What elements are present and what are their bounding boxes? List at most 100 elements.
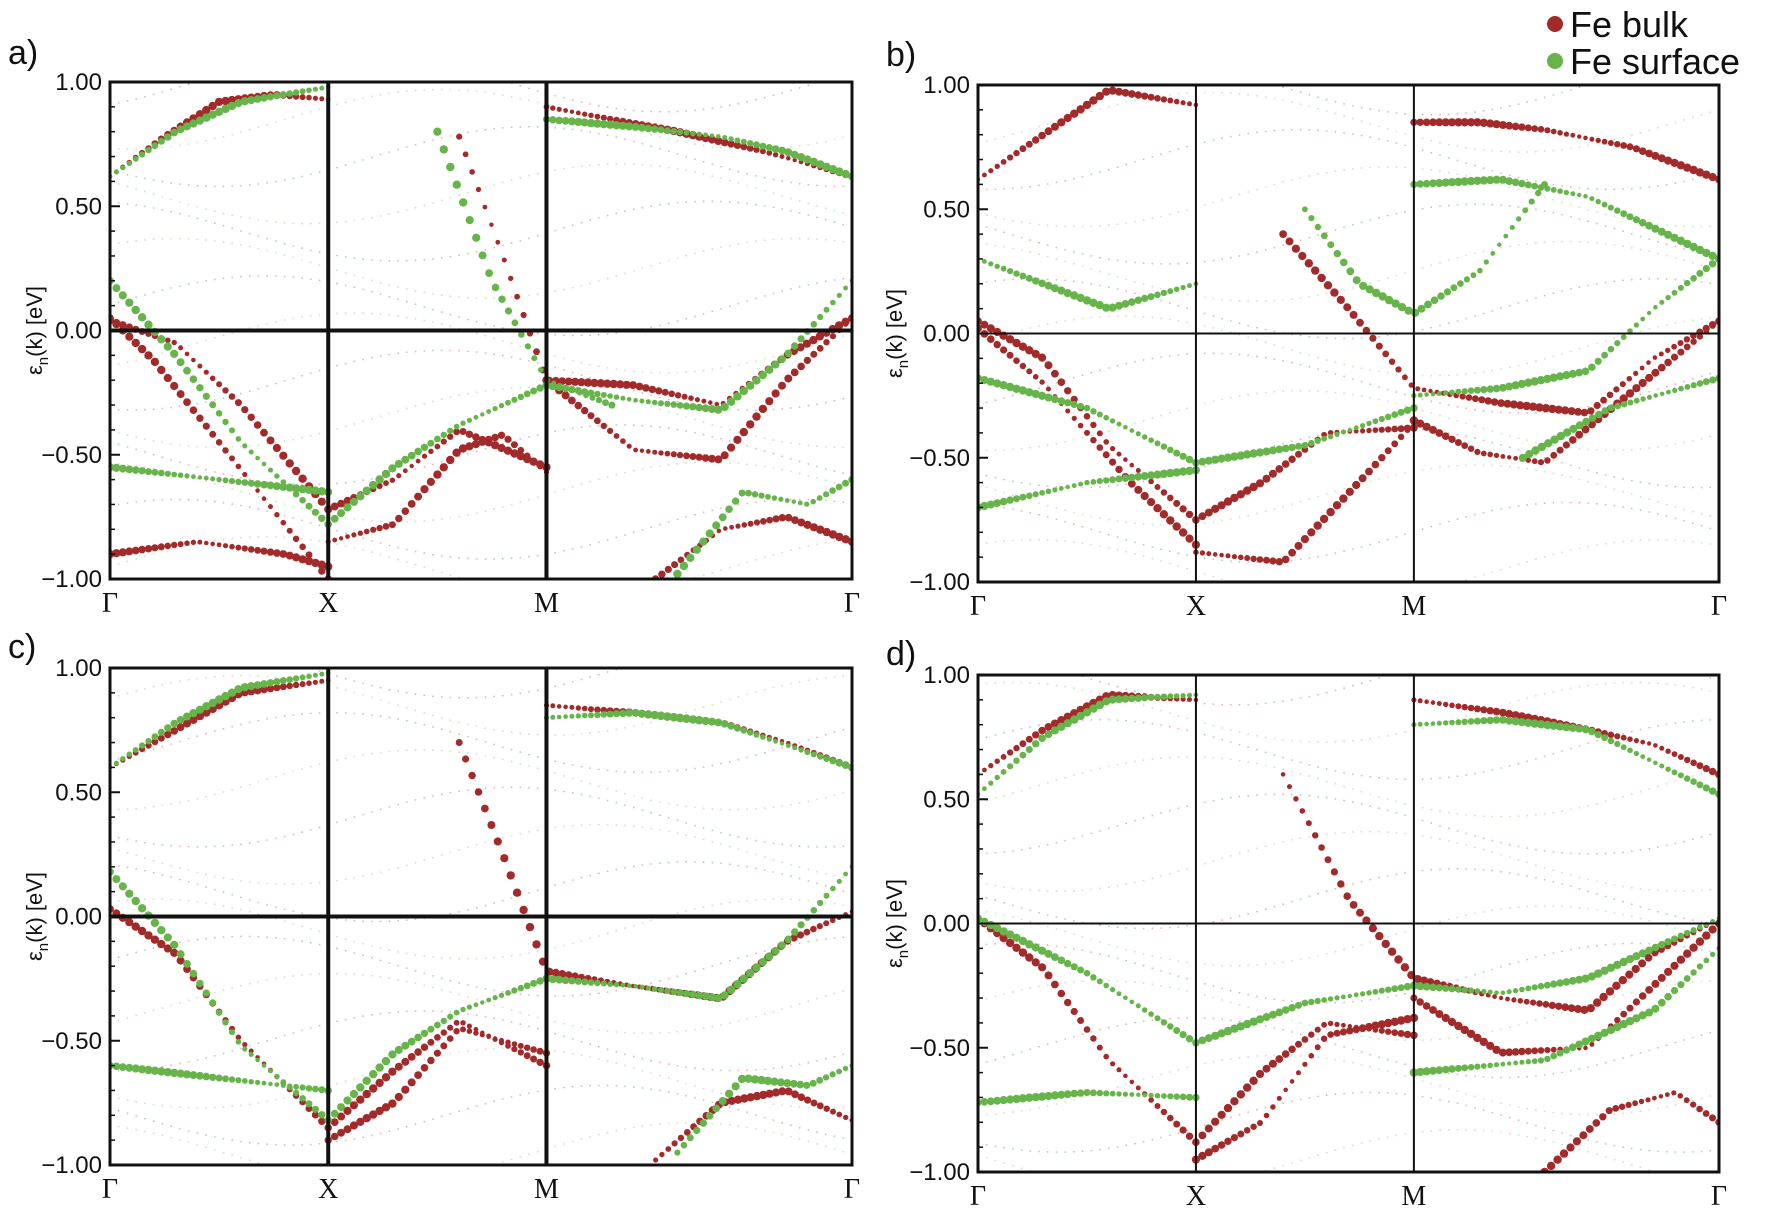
fe-bulk-band-point: [1513, 455, 1518, 461]
faint-band-point: [1439, 586, 1441, 588]
faint-band-point: [641, 371, 644, 373]
faint-band-point: [571, 286, 574, 289]
faint-band-point: [1151, 357, 1154, 360]
faint-band-point: [414, 563, 417, 566]
faint-band-point: [405, 209, 408, 211]
faint-band-point: [1317, 555, 1319, 558]
fe-bulk-band-point: [1645, 373, 1654, 382]
faint-band-point: [676, 168, 679, 170]
fe-surface-band-point: [1135, 431, 1141, 437]
faint-band-point: [126, 852, 129, 854]
faint-band-point: [1046, 516, 1049, 518]
faint-band-point: [362, 813, 365, 816]
faint-band-point: [222, 277, 225, 280]
fe-bulk-band-point: [1626, 143, 1634, 151]
faint-band-point: [1465, 373, 1468, 375]
faint-band-point: [501, 506, 504, 508]
faint-band-point: [685, 416, 687, 418]
faint-band-point: [1543, 502, 1546, 505]
faint-band-point: [597, 163, 600, 166]
faint-band-point: [196, 499, 199, 501]
faint-band-point: [432, 202, 434, 204]
faint-band-point: [1639, 235, 1642, 238]
faint-band-point: [842, 792, 845, 794]
faint-band-point: [842, 1137, 845, 1139]
faint-band-point: [213, 1054, 216, 1057]
faint-band-point: [1465, 579, 1468, 581]
faint-band-point: [493, 353, 495, 356]
faint-band-point: [353, 286, 356, 289]
fe-surface-band-point: [1160, 443, 1168, 450]
faint-band-point: [275, 716, 277, 719]
faint-band-point: [790, 1105, 792, 1108]
faint-band-point: [1386, 140, 1389, 142]
fe-bulk-band-point: [396, 473, 402, 479]
faint-band-point: [842, 1150, 845, 1153]
fe-bulk-band-point: [1005, 335, 1015, 344]
faint-band-point: [816, 736, 818, 739]
faint-band-point: [702, 421, 705, 424]
faint-band-point: [213, 875, 216, 878]
faint-band-point: [685, 462, 687, 464]
faint-band-point: [1212, 520, 1215, 523]
faint-band-point: [1125, 260, 1128, 263]
fe-bulk-band-point: [1185, 510, 1194, 519]
faint-band-point: [994, 489, 997, 491]
faint-band-point: [1683, 508, 1685, 511]
fe-surface-band-point: [1505, 177, 1514, 186]
faint-band-point: [685, 860, 687, 863]
fe-bulk-band-point: [784, 374, 793, 383]
fe-bulk-band-point: [229, 455, 235, 462]
faint-band-point: [205, 279, 207, 282]
faint-band-point: [362, 694, 365, 696]
faint-band-point: [1517, 176, 1520, 179]
faint-band-point: [475, 906, 478, 909]
fe-surface-band-point: [272, 482, 281, 491]
fe-surface-band-point: [980, 376, 989, 384]
fe-bulk-band-point: [842, 321, 849, 327]
fe-bulk-band-point: [407, 500, 416, 508]
faint-band-point: [728, 244, 731, 247]
faint-band-point: [397, 803, 399, 806]
y-axis-label-rest: (k) [eV]: [22, 286, 47, 357]
faint-band-point: [1038, 538, 1040, 541]
faint-band-point: [458, 993, 461, 996]
faint-band-point: [763, 295, 766, 297]
faint-band-point: [1535, 411, 1537, 414]
fe-bulk-band-point: [433, 470, 442, 479]
faint-band-point: [842, 936, 845, 939]
faint-band-point: [554, 94, 557, 97]
fe-bulk-band-point: [772, 152, 779, 158]
faint-band-point: [1325, 171, 1328, 174]
fe-surface-band-point: [728, 136, 734, 142]
fe-bulk-band-point: [501, 257, 507, 263]
fe-bulk-band-point: [280, 519, 287, 526]
faint-band-point: [1256, 587, 1258, 589]
faint-band-point: [677, 582, 679, 584]
faint-band-point: [824, 872, 827, 875]
fe-bulk-band-point: [306, 94, 312, 101]
faint-band-point: [755, 807, 757, 810]
faint-band-point: [807, 1061, 810, 1064]
fe-surface-band-point: [273, 92, 281, 100]
fe-bulk-band-point: [1198, 512, 1207, 521]
faint-band-point: [676, 400, 679, 403]
faint-band-point: [624, 369, 626, 372]
faint-band-point: [659, 262, 661, 264]
faint-band-point: [1465, 464, 1468, 467]
faint-band-point: [755, 558, 757, 561]
fe-surface-band-point: [433, 127, 442, 136]
faint-band-point: [1526, 151, 1529, 153]
faint-band-point: [833, 540, 836, 543]
faint-band-point: [667, 259, 670, 262]
fe-surface-band-point: [644, 124, 653, 133]
faint-band-point: [257, 235, 260, 238]
faint-band-point: [995, 75, 997, 77]
faint-band-point: [379, 808, 382, 811]
faint-band-point: [1482, 439, 1485, 442]
faint-band-point: [1229, 353, 1232, 355]
faint-band-point: [510, 748, 513, 751]
fe-surface-band-point: [1378, 415, 1385, 423]
faint-band-point: [1099, 545, 1101, 547]
faint-band-point: [667, 427, 670, 430]
